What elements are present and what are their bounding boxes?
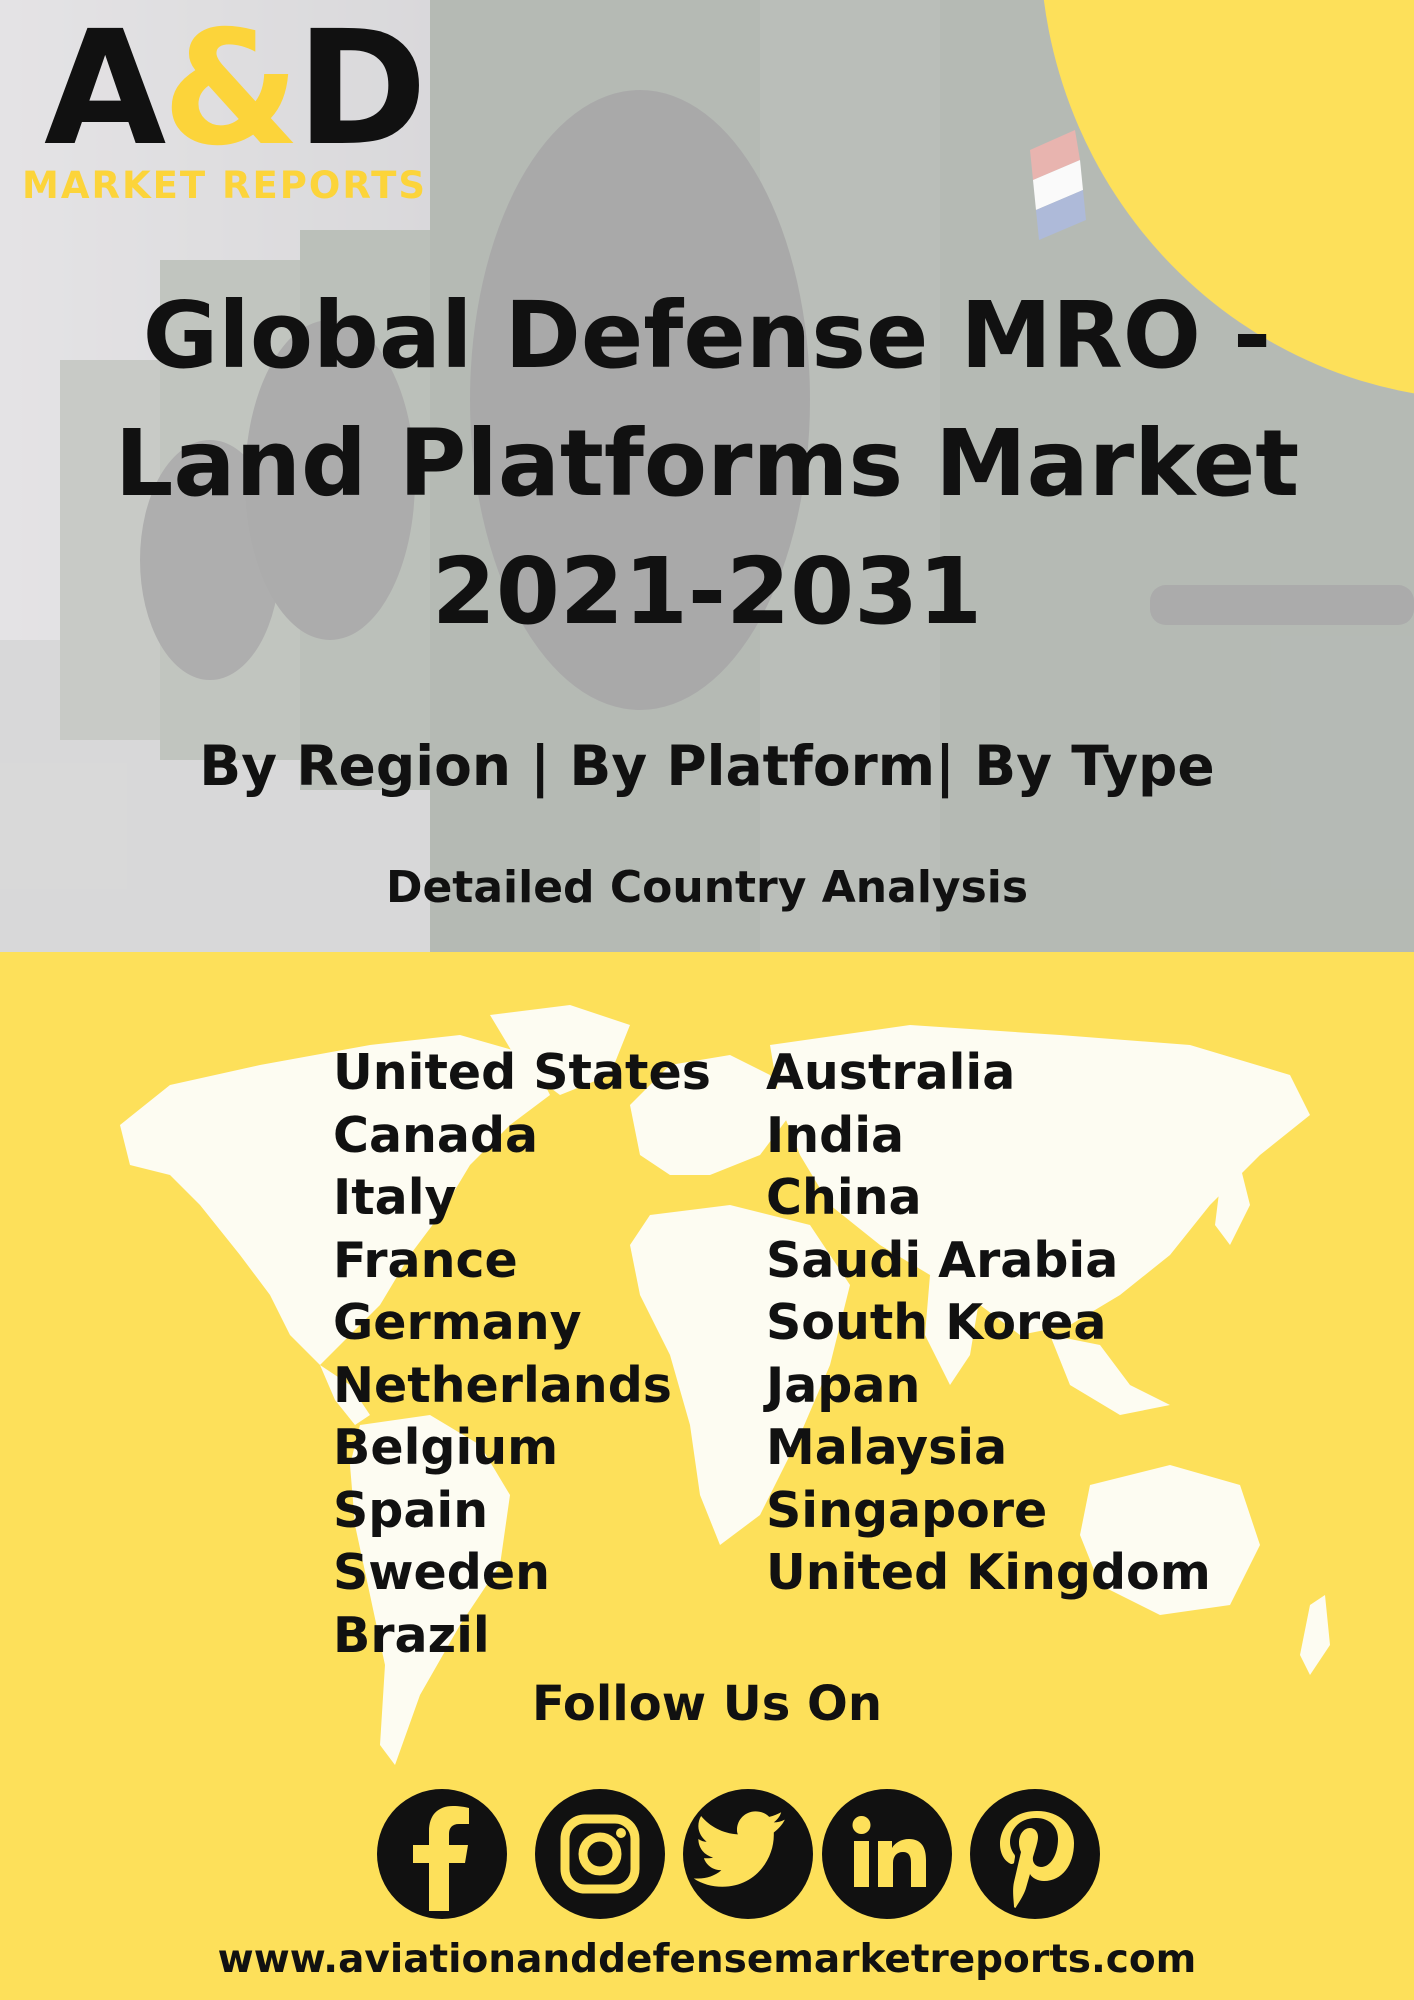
report-segments: By Region | By Platform| By Type [199,734,1215,798]
report-title: Global Defense MRO - Land Platforms Mark… [0,272,1414,656]
list-item: United Kingdom [766,1544,1211,1601]
cover-photo: A&D MARKET REPORTS Global Defense MRO - … [0,0,1414,952]
list-item: France [333,1231,518,1289]
logo-wordmark: A&D [44,0,427,181]
country-list-column-2: Australia India China Saudi Arabia South… [766,1042,1211,1605]
list-item: Belgium [333,1419,559,1476]
list-item: United States [333,1044,711,1101]
company-logo: A&D MARKET REPORTS [22,10,462,210]
logo-subtitle: MARKET REPORTS [22,164,428,207]
title-line-1: Global Defense MRO - [142,282,1272,389]
list-item: China [766,1169,922,1226]
world-map [120,1005,1330,1765]
linkedin-icon[interactable] [822,1789,952,1919]
list-item: India [766,1106,905,1164]
list-item: Netherlands [333,1356,672,1414]
follow-heading: Follow Us On [532,1676,882,1732]
list-item: Malaysia [766,1419,1008,1476]
list-item: Italy [333,1169,457,1226]
list-item: Singapore [766,1481,1048,1539]
twitter-icon[interactable] [683,1789,813,1919]
list-item: Brazil [333,1606,490,1664]
pinterest-icon[interactable] [970,1789,1100,1919]
list-item: Germany [333,1294,582,1351]
list-item: South Korea [766,1294,1107,1351]
title-line-3: 2021-2031 [431,538,983,645]
list-item: Spain [333,1481,489,1539]
detail-heading: Detailed Country Analysis [385,862,1029,913]
facebook-icon[interactable] [377,1789,507,1919]
list-item: Canada [333,1106,539,1164]
title-line-2: Land Platforms Market [114,410,1300,517]
website-url[interactable]: www.aviationanddefensemarketreports.com [217,1937,1197,1982]
instagram-icon[interactable] [535,1789,665,1919]
list-item: Japan [766,1356,921,1414]
country-list-column-1: United States Canada Italy France German… [333,1042,711,1667]
list-item: Saudi Arabia [766,1231,1119,1289]
list-item: Australia [766,1044,1016,1101]
list-item: Sweden [333,1544,550,1601]
